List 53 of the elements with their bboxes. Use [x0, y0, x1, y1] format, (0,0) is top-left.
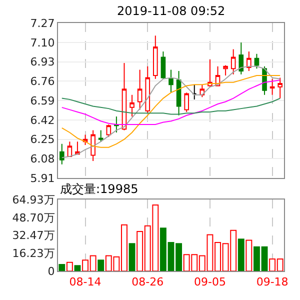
y-tick-label: 6.25 [30, 133, 55, 146]
line-series [61, 75, 281, 148]
y-tick-label: 16.23万 [12, 247, 55, 260]
candlestick [59, 143, 64, 165]
bar [238, 238, 244, 272]
bar [58, 264, 66, 272]
candlestick [98, 130, 104, 142]
x-tick-label: 08-14 [69, 275, 102, 288]
candlestick [278, 77, 283, 99]
candlestick [230, 48, 236, 75]
candlestick [160, 51, 166, 80]
candlestick [184, 92, 189, 112]
y-tick-label: 7.10 [30, 36, 55, 50]
y-tick-label: 64.93万 [12, 193, 55, 206]
line-series [61, 98, 281, 115]
line-series [61, 80, 281, 126]
x-tick-label: 09-18 [256, 275, 288, 288]
line-series [61, 66, 281, 158]
bar [74, 265, 81, 272]
bar [66, 262, 73, 272]
candlestick [90, 130, 96, 162]
y-tick-label: 6.93 [30, 56, 55, 69]
candlestick [192, 84, 197, 100]
y-tick-label: 6.59 [30, 94, 55, 108]
x-tick-label: 08-26 [132, 275, 164, 288]
candlestick [270, 78, 275, 96]
candlestick [238, 42, 244, 75]
y-tick-label: 6.08 [30, 152, 55, 166]
candlestick [254, 53, 260, 70]
candlestick [137, 69, 142, 110]
y-tick-label: 5.91 [30, 172, 55, 185]
candlestick [114, 116, 119, 133]
y-tick-label: 48.70万 [12, 211, 55, 224]
candlestick [122, 62, 127, 131]
y-tick-label: 6.76 [30, 75, 55, 88]
y-tick-label: 32.47万 [12, 229, 55, 242]
x-tick-label: 09-05 [194, 275, 226, 288]
candlestick [176, 70, 182, 116]
candlestick [246, 51, 252, 72]
bar [128, 243, 136, 272]
y-tick-label: 7.27 [30, 16, 55, 30]
text: 成交量:19985 [60, 182, 138, 196]
candlestick [130, 94, 134, 118]
bar [246, 240, 252, 272]
candlestick [208, 59, 212, 88]
candlestick [145, 66, 150, 114]
candlestick [223, 64, 228, 76]
chart-title: 2019-11-08 09:52 [117, 4, 226, 18]
bar [98, 260, 104, 272]
candlestick [168, 69, 174, 94]
candlestick [153, 35, 158, 80]
y-tick-label: 6.42 [30, 114, 55, 127]
y-tick-label: 0 [48, 265, 55, 278]
